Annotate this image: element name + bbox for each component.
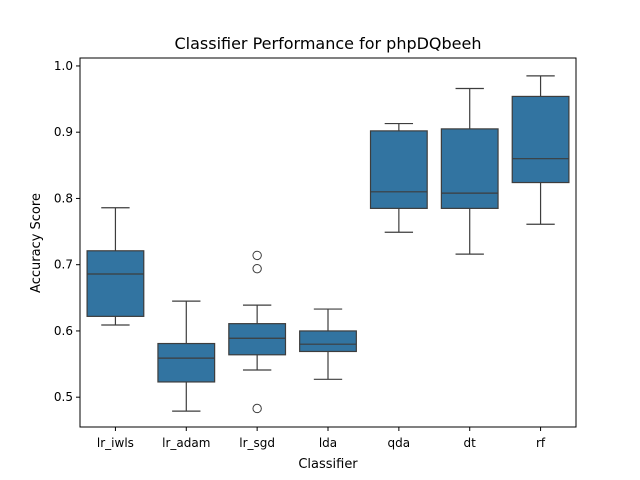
box-lr_iwls	[86, 207, 145, 326]
box-iqr	[511, 95, 570, 184]
box-dt	[440, 87, 499, 255]
x-tick-label: qda	[388, 436, 411, 450]
y-tick-label: 0.9	[54, 125, 73, 139]
outlier-point	[252, 250, 262, 261]
outlier-point	[252, 263, 262, 274]
y-tick-label: 1.0	[54, 59, 73, 73]
box-lda	[299, 308, 357, 380]
box-iqr	[228, 323, 287, 356]
y-tick-label: 0.6	[54, 324, 73, 338]
chart-title: Classifier Performance for phpDQbeeh	[174, 34, 481, 53]
x-tick-label: rf	[536, 436, 546, 450]
box-lr_sgd	[228, 250, 287, 414]
y-axis: 0.5 0.6 0.7 0.8 0.9 1.0	[54, 59, 80, 404]
box-iqr	[157, 342, 216, 383]
box-iqr	[86, 250, 145, 317]
y-tick-label: 0.8	[54, 191, 73, 205]
box-iqr	[369, 130, 428, 209]
x-tick-label: lr_sgd	[239, 436, 275, 450]
x-tick-label: dt	[464, 436, 477, 450]
x-tick-label: lr_iwls	[97, 436, 134, 450]
x-axis: lr_iwls lr_adam lr_sgd lda qda dt rf	[97, 427, 546, 450]
x-tick-label: lda	[319, 436, 337, 450]
y-axis-label: Accuracy Score	[29, 193, 44, 293]
plot-area	[86, 75, 570, 414]
box-iqr	[299, 330, 357, 353]
box-iqr	[440, 128, 499, 209]
y-tick-label: 0.7	[54, 258, 73, 272]
box-lr_adam	[157, 300, 216, 412]
y-tick-label: 0.5	[54, 390, 73, 404]
box-rf	[511, 75, 570, 225]
x-axis-label: Classifier	[298, 457, 358, 472]
box-qda	[369, 122, 428, 233]
plot-frame	[79, 57, 577, 428]
x-tick-label: lr_adam	[162, 436, 210, 450]
outlier-point	[252, 403, 262, 414]
